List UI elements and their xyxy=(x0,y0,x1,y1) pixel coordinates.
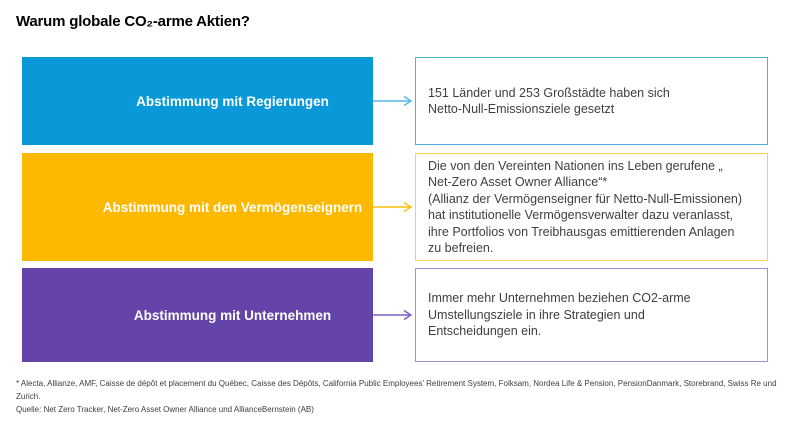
category-label: Abstimmung mit Regierungen xyxy=(136,93,329,109)
arrow-right-icon xyxy=(373,268,415,362)
diagram-row-companies: Abstimmung mit Unternehmen Immer mehr Un… xyxy=(22,268,768,362)
description-text: Immer mehr Unternehmen beziehen CO2-arme… xyxy=(428,291,691,339)
category-label: Abstimmung mit den Vermögenseignern xyxy=(102,199,363,215)
category-box-companies: Abstimmung mit Unternehmen xyxy=(22,268,373,362)
description-text: Die von den Vereinten Nationen ins Leben… xyxy=(428,158,743,256)
arrow-right-icon xyxy=(373,153,415,261)
description-box-asset-owners: Die von den Vereinten Nationen ins Leben… xyxy=(415,153,768,261)
category-label: Abstimmung mit Unternehmen xyxy=(133,307,332,323)
description-box-governments: 151 Länder und 253 Großstädte haben sich… xyxy=(415,57,768,145)
footnote: * Alecta, Allianze, AMF, Caisse de dépôt… xyxy=(16,379,777,414)
arrow-right-icon xyxy=(373,57,415,145)
diagram-row-asset-owners: Abstimmung mit den Vermögenseignern Die … xyxy=(22,153,768,261)
description-text: 151 Länder und 253 Großstädte haben sich… xyxy=(428,85,670,117)
category-box-asset-owners: Abstimmung mit den Vermögenseignern xyxy=(22,153,373,261)
page-title: Warum globale CO₂-arme Aktien? xyxy=(16,13,250,30)
description-box-companies: Immer mehr Unternehmen beziehen CO2-arme… xyxy=(415,268,768,362)
category-box-governments: Abstimmung mit Regierungen xyxy=(22,57,373,145)
diagram-row-governments: Abstimmung mit Regierungen 151 Länder un… xyxy=(22,57,768,145)
